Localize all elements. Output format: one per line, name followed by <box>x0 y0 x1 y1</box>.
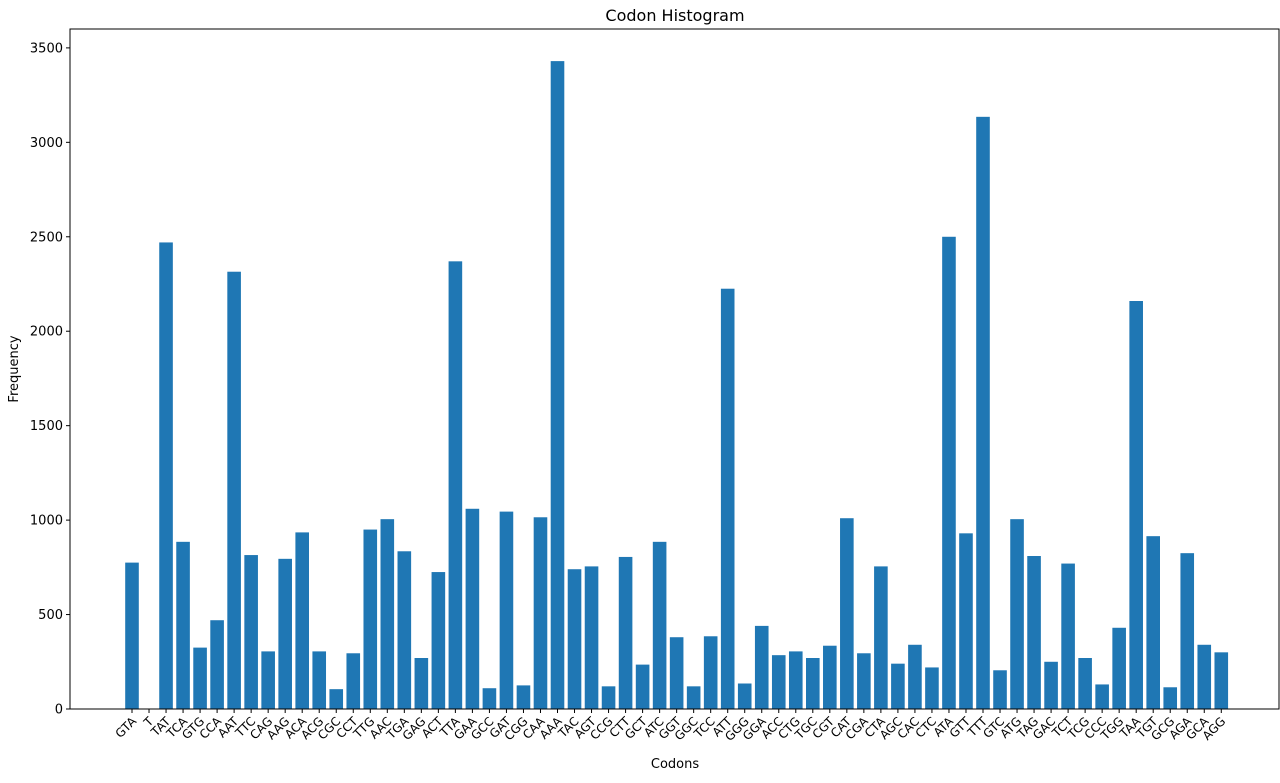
bar-ctt <box>618 556 633 709</box>
bar-tct <box>1061 563 1075 709</box>
bar-tgc <box>806 658 820 709</box>
bar-gcc <box>482 688 497 709</box>
bar-cgg <box>516 685 531 709</box>
bar-cag <box>261 651 275 709</box>
bar-aga <box>1180 553 1195 709</box>
bar-gct <box>635 664 650 709</box>
bar-tgg <box>1112 627 1126 709</box>
y-tick-label-0: 0 <box>55 703 63 718</box>
bar-tat <box>159 242 173 709</box>
bar-ttt <box>976 116 990 709</box>
bar-ata <box>942 236 956 709</box>
bar-aat <box>227 271 241 709</box>
bar-gta <box>125 562 139 709</box>
y-axis-ticks: 0 500 1000 1500 2000 2500 3000 3500 <box>30 41 70 718</box>
bar-act <box>431 572 446 709</box>
bar-ctc <box>925 667 939 709</box>
x-tick-label-gta: GTA <box>113 714 140 741</box>
bars-group <box>125 61 1229 710</box>
bar-gtc <box>993 670 1007 709</box>
bar-ccg <box>601 686 616 709</box>
bar-agt <box>584 566 599 709</box>
bar-tta <box>448 261 463 709</box>
bar-tcc <box>703 636 718 709</box>
bar-cgc <box>329 689 344 709</box>
y-tick-label-2000: 2000 <box>30 325 63 340</box>
plot-area-frame <box>69 28 1280 710</box>
bar-cca <box>210 620 224 709</box>
bar-ccc <box>1095 684 1109 709</box>
bar-ctg <box>788 651 803 709</box>
bar-tca <box>176 541 190 709</box>
bar-atg <box>1010 519 1024 709</box>
bar-cac <box>908 644 922 709</box>
bar-ttg <box>363 529 378 709</box>
bar-tag <box>1027 556 1041 709</box>
bar-gga <box>754 625 769 709</box>
y-tick-label-3000: 3000 <box>30 136 63 151</box>
y-tick-label-2500: 2500 <box>30 230 63 245</box>
bar-cta <box>874 566 888 709</box>
y-tick-label-3500: 3500 <box>30 41 63 56</box>
bar-tga <box>397 551 412 709</box>
bar-cct <box>346 653 361 709</box>
bar-gcg <box>1163 687 1178 709</box>
bar-aca <box>295 532 309 709</box>
chart-title: Codon Histogram <box>605 6 744 25</box>
bar-acg <box>312 651 327 709</box>
bar-ttc <box>244 555 258 709</box>
bar-cgt <box>823 645 837 709</box>
bar-gaa <box>465 508 480 709</box>
bar-agc <box>891 663 905 709</box>
bar-ggt <box>669 637 684 709</box>
bar-ggg <box>737 683 752 709</box>
bar-gca <box>1197 644 1212 709</box>
bar-tcg <box>1078 658 1092 709</box>
bar-gag <box>414 658 429 709</box>
bar-tac <box>567 569 582 709</box>
bar-atc <box>652 541 667 709</box>
bar-taa <box>1129 301 1143 709</box>
y-axis-label: Frequency <box>7 335 22 402</box>
bar-caa <box>533 517 548 709</box>
x-axis-label: Codons <box>651 757 699 772</box>
bar-cga <box>857 653 871 709</box>
bar-aag <box>278 558 292 709</box>
bar-aac <box>380 519 395 709</box>
y-tick-label-1000: 1000 <box>30 514 63 529</box>
bar-agg <box>1214 652 1229 709</box>
bar-gtg <box>193 647 207 709</box>
bar-ggc <box>686 686 701 709</box>
bar-tgt <box>1146 536 1160 709</box>
bar-cat <box>840 518 854 709</box>
bar-acc <box>771 655 786 709</box>
y-tick-label-1500: 1500 <box>30 419 63 434</box>
bar-gat <box>499 511 514 709</box>
bar-gtt <box>959 533 973 709</box>
y-tick-label-500: 500 <box>38 608 63 623</box>
bar-att <box>720 288 735 709</box>
bar-gac <box>1044 661 1058 709</box>
x-axis-ticks: GTA TTATTCAGTGCCAAATTTCCAGAAGACAACGCGCCCT… <box>113 709 1228 744</box>
bar-aaa <box>550 61 565 710</box>
